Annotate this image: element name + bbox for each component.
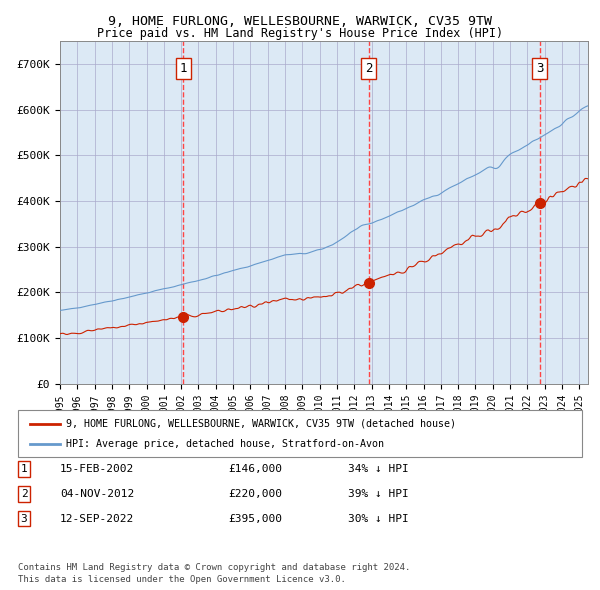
Text: £220,000: £220,000 bbox=[228, 489, 282, 499]
Text: 1: 1 bbox=[20, 464, 28, 474]
Text: 3: 3 bbox=[20, 514, 28, 523]
Text: 34% ↓ HPI: 34% ↓ HPI bbox=[348, 464, 409, 474]
Text: Contains HM Land Registry data © Crown copyright and database right 2024.: Contains HM Land Registry data © Crown c… bbox=[18, 563, 410, 572]
Text: 1: 1 bbox=[179, 62, 187, 75]
Text: 9, HOME FURLONG, WELLESBOURNE, WARWICK, CV35 9TW: 9, HOME FURLONG, WELLESBOURNE, WARWICK, … bbox=[108, 15, 492, 28]
Text: 9, HOME FURLONG, WELLESBOURNE, WARWICK, CV35 9TW (detached house): 9, HOME FURLONG, WELLESBOURNE, WARWICK, … bbox=[66, 419, 456, 428]
Text: 30% ↓ HPI: 30% ↓ HPI bbox=[348, 514, 409, 523]
Text: 12-SEP-2022: 12-SEP-2022 bbox=[60, 514, 134, 523]
Text: HPI: Average price, detached house, Stratford-on-Avon: HPI: Average price, detached house, Stra… bbox=[66, 440, 384, 449]
Text: 39% ↓ HPI: 39% ↓ HPI bbox=[348, 489, 409, 499]
Text: 2: 2 bbox=[365, 62, 373, 75]
Text: 3: 3 bbox=[536, 62, 543, 75]
Text: Price paid vs. HM Land Registry's House Price Index (HPI): Price paid vs. HM Land Registry's House … bbox=[97, 27, 503, 40]
Text: 04-NOV-2012: 04-NOV-2012 bbox=[60, 489, 134, 499]
Text: £146,000: £146,000 bbox=[228, 464, 282, 474]
Text: This data is licensed under the Open Government Licence v3.0.: This data is licensed under the Open Gov… bbox=[18, 575, 346, 584]
Text: 15-FEB-2002: 15-FEB-2002 bbox=[60, 464, 134, 474]
Text: 2: 2 bbox=[20, 489, 28, 499]
Text: £395,000: £395,000 bbox=[228, 514, 282, 523]
